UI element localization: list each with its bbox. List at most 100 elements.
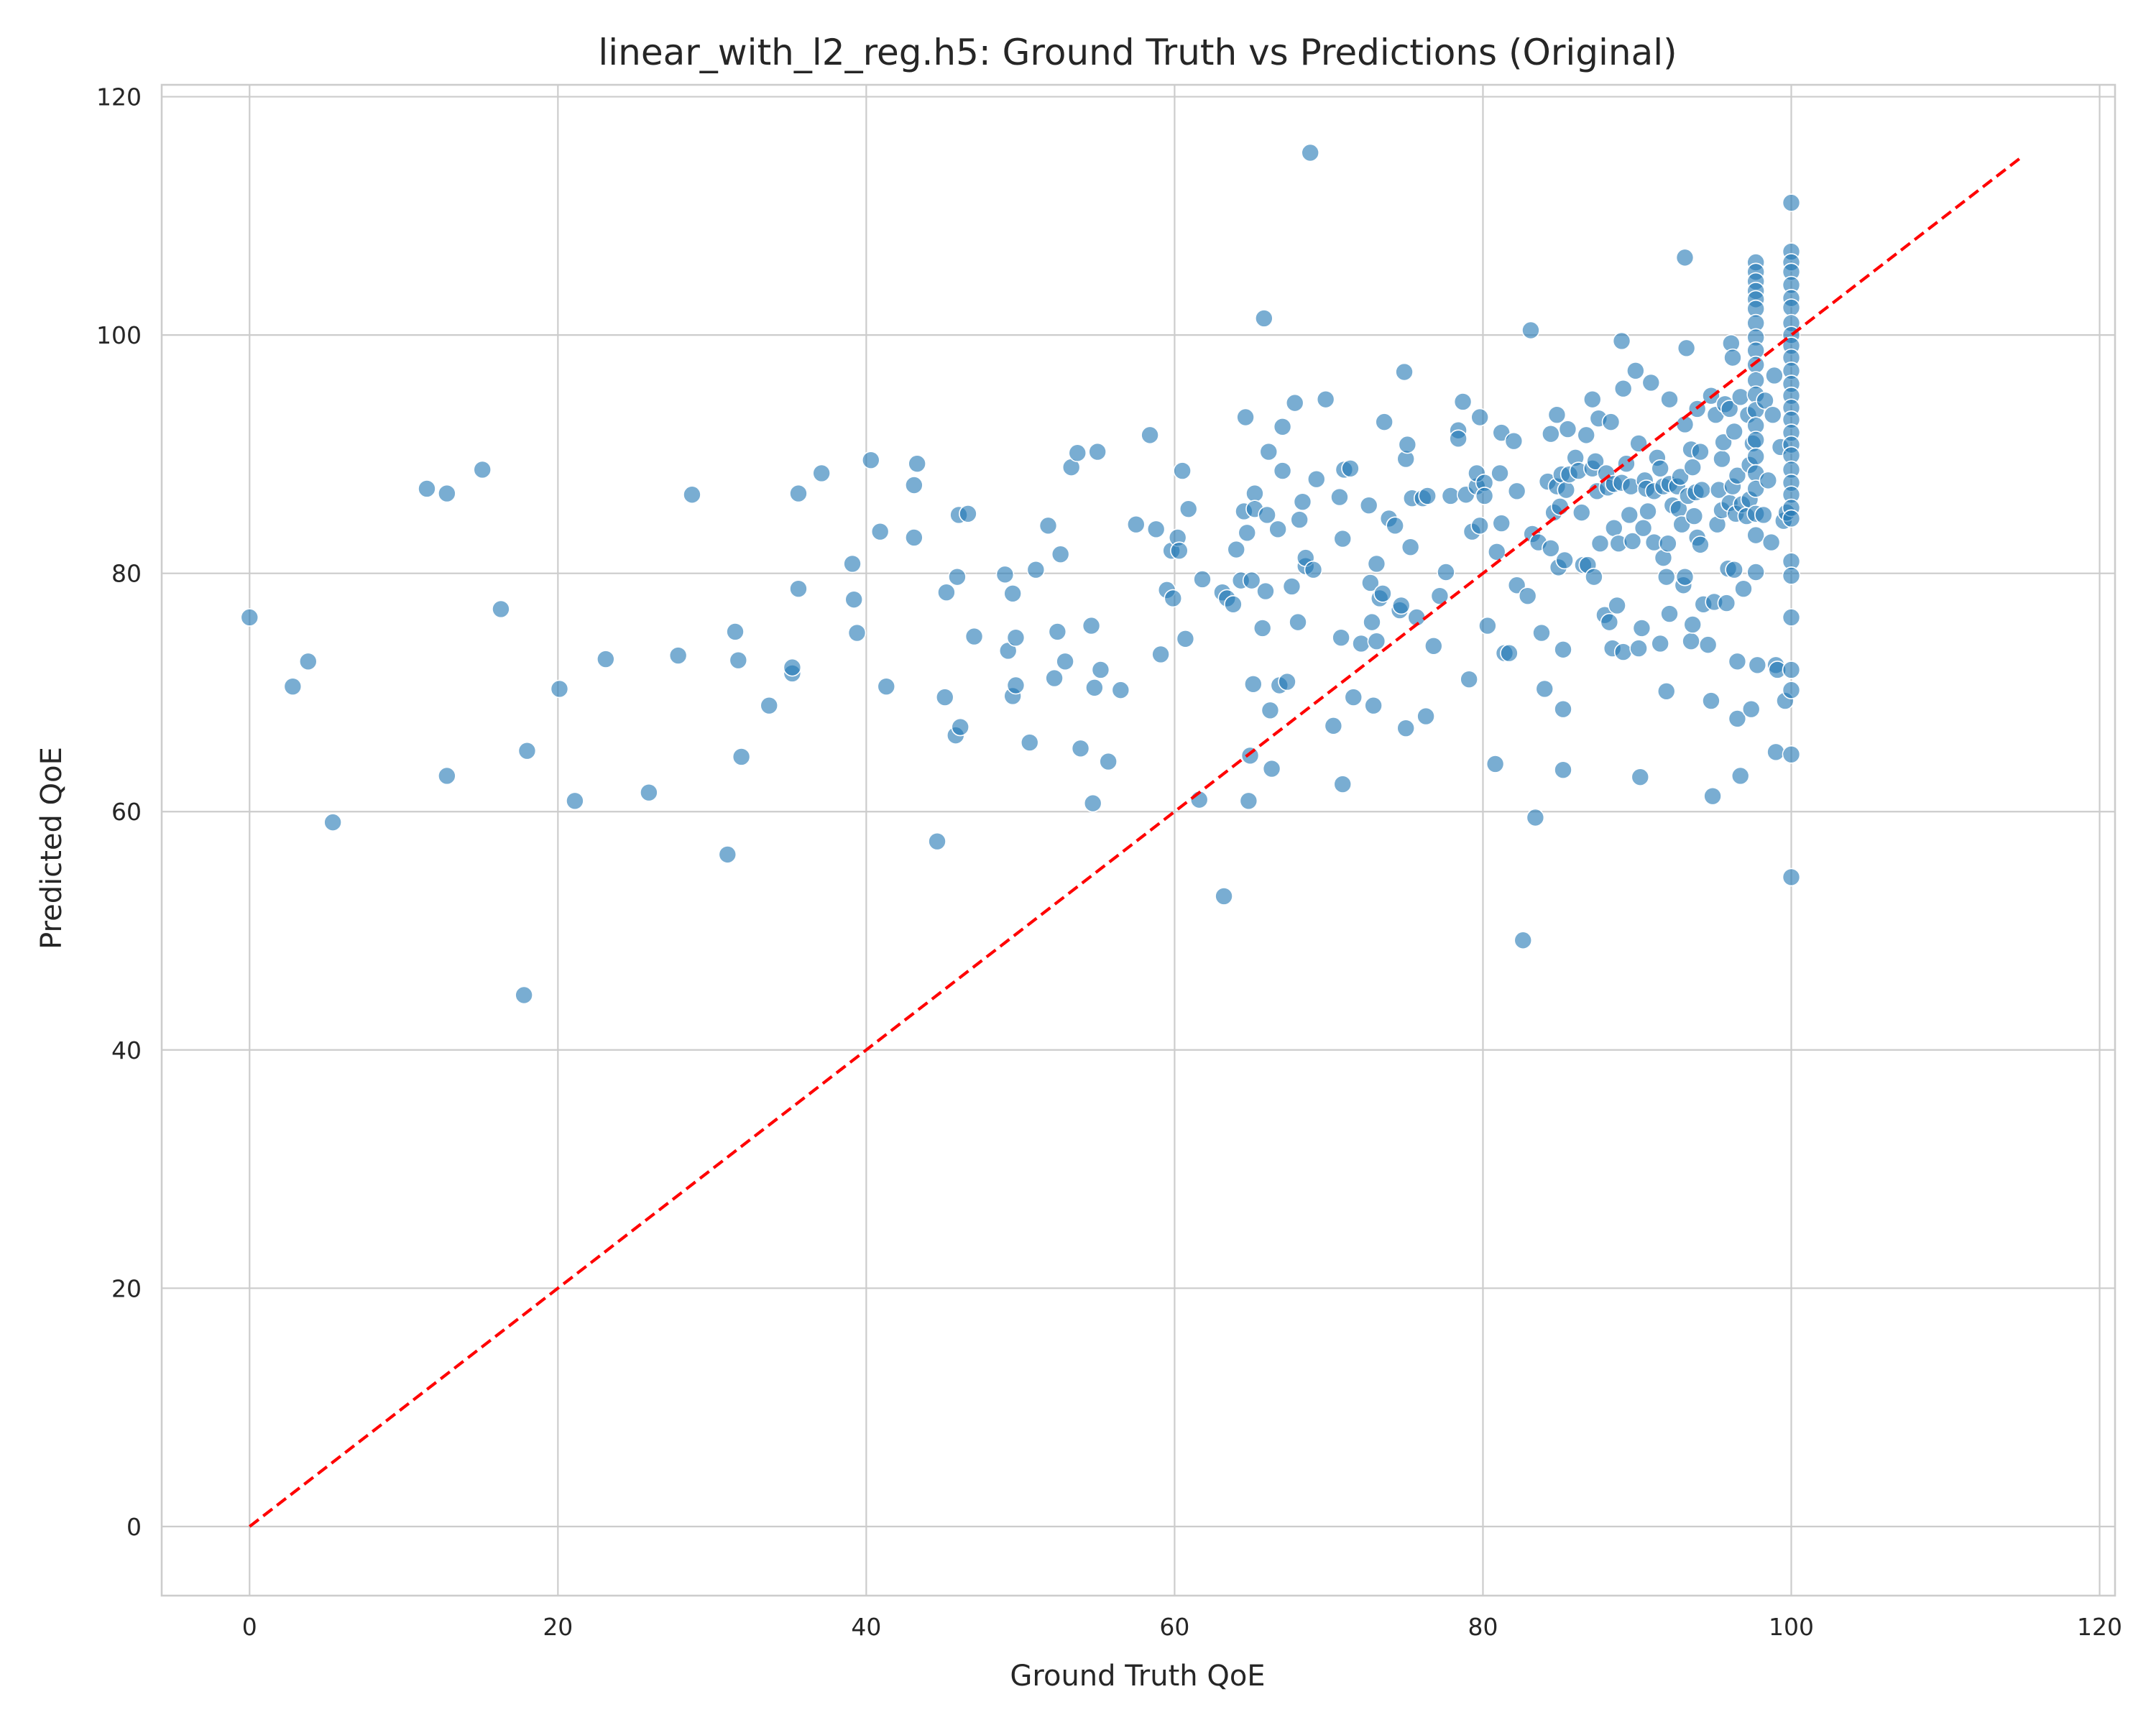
data-point [1746, 431, 1765, 449]
data-point [1268, 520, 1287, 539]
data-point [1754, 505, 1773, 525]
data-point [1262, 759, 1281, 778]
data-point [1631, 768, 1650, 786]
data-point [783, 658, 802, 677]
data-point [1151, 645, 1170, 664]
data-point [1099, 752, 1118, 771]
data-point [847, 623, 867, 643]
data-point [1256, 581, 1275, 601]
data-point [1759, 471, 1778, 490]
data-point [1720, 400, 1739, 418]
data-point [1091, 661, 1110, 679]
data-point [1746, 563, 1765, 581]
data-point [1746, 355, 1765, 374]
y-tick-label: 120 [96, 83, 142, 111]
data-point [1242, 571, 1261, 590]
data-point [1554, 699, 1572, 719]
data-point [1514, 931, 1533, 950]
x-tick-label: 60 [1159, 1613, 1189, 1641]
data-point [1367, 632, 1386, 650]
data-point [1601, 413, 1621, 431]
y-tick-labels: 0 20 40 60 80 100 120 [96, 83, 142, 1541]
data-point [843, 554, 862, 574]
x-tick-label: 0 [242, 1613, 257, 1641]
data-point [908, 454, 926, 473]
data-point [1782, 681, 1801, 699]
data-point [1691, 535, 1710, 554]
data-point [1613, 379, 1633, 398]
data-point [1542, 424, 1560, 443]
data-point [1193, 570, 1212, 589]
x-tick-label: 20 [543, 1613, 573, 1641]
data-point [473, 460, 492, 479]
y-tick-label: 20 [111, 1274, 142, 1302]
data-point [517, 741, 537, 760]
data-point [1258, 505, 1276, 525]
data-point [1731, 766, 1750, 786]
data-point [240, 608, 259, 627]
data-point [1441, 487, 1460, 505]
data-point [1330, 487, 1349, 507]
data-point [964, 627, 984, 646]
data-point [1416, 707, 1435, 726]
data-point [1244, 675, 1263, 694]
data-point [1068, 443, 1087, 463]
data-point [1782, 298, 1801, 317]
data-point [1045, 668, 1064, 688]
data-point [492, 599, 510, 619]
data-point [1341, 459, 1360, 478]
data-point [760, 696, 779, 715]
data-point [1293, 492, 1312, 512]
data-point [1651, 634, 1669, 653]
data-point [1731, 387, 1750, 407]
data-point [1126, 515, 1146, 534]
data-point [1071, 739, 1090, 758]
data-point [298, 652, 318, 671]
data-point [1344, 688, 1363, 707]
data-point [1020, 733, 1039, 752]
data-point [1583, 390, 1602, 409]
y-tick-label: 40 [111, 1036, 142, 1064]
data-point [1675, 567, 1695, 586]
x-tick-label: 80 [1468, 1613, 1498, 1641]
data-point [1003, 584, 1022, 603]
identity-reference-line [248, 155, 2024, 1528]
data-point [1641, 373, 1661, 392]
data-point [812, 464, 831, 483]
data-point [1585, 567, 1603, 586]
data-point [1675, 248, 1695, 267]
data-point [668, 646, 688, 665]
data-point [1557, 480, 1576, 500]
data-point [1717, 594, 1736, 612]
data-point [1038, 516, 1058, 535]
data-point [1401, 538, 1420, 556]
data-point [1304, 560, 1323, 579]
x-tick-label: 120 [2077, 1613, 2122, 1641]
data-point [1547, 405, 1567, 424]
data-point [1285, 393, 1304, 413]
data-point [1782, 566, 1801, 585]
data-point [1424, 636, 1443, 656]
data-point [1554, 640, 1572, 659]
data-point [959, 504, 977, 523]
x-axis-label: Ground Truth QoE [1010, 1660, 1265, 1693]
data-point [418, 479, 436, 498]
data-point [1741, 699, 1761, 719]
data-point [1259, 442, 1279, 461]
data-point [1692, 480, 1711, 500]
data-point [844, 590, 864, 609]
x-tick-label: 100 [1769, 1613, 1814, 1641]
data-point [1713, 449, 1731, 469]
y-tick-label: 100 [96, 321, 142, 349]
data-point [1485, 755, 1505, 773]
data-point [1333, 775, 1353, 794]
data-point [1173, 461, 1192, 480]
data-point [1361, 574, 1380, 592]
data-point [789, 579, 808, 599]
data-point [1746, 447, 1765, 466]
data-point [438, 484, 456, 503]
data-point [937, 583, 956, 602]
data-point [789, 484, 808, 503]
data-point [1430, 586, 1450, 605]
